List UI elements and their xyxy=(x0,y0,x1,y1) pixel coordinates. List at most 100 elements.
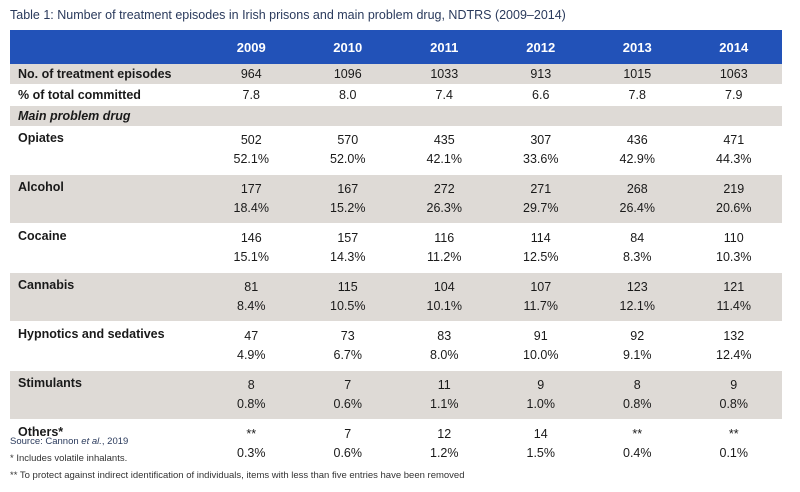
episode-count: 146 xyxy=(240,231,262,245)
table-cell: ** 0.1% xyxy=(685,419,782,469)
episode-percent: 0.8% xyxy=(623,397,652,411)
table-caption: Table 1: Number of treatment episodes in… xyxy=(10,8,566,22)
episode-percent: 0.8% xyxy=(719,397,749,411)
table-cell: 272 26.3% xyxy=(396,174,493,224)
header-year-2012: 2012 xyxy=(492,30,589,64)
table-cell: 91 10.0% xyxy=(492,321,589,371)
episode-percent: 8.4% xyxy=(237,299,266,313)
episode-percent: 0.6% xyxy=(333,397,363,411)
table-cell: 6.6 xyxy=(492,84,589,106)
episode-percent: 4.9% xyxy=(237,348,266,362)
table-cell: 146 15.1% xyxy=(203,223,300,273)
table-cell: 115 10.5% xyxy=(299,272,396,322)
episode-percent: 0.8% xyxy=(237,397,266,411)
header-year-2010: 2010 xyxy=(299,30,396,64)
source-note: Source: Cannon et al., 2019 xyxy=(10,436,129,447)
episode-count: 92 xyxy=(630,329,645,343)
table-cell: 12 1.2% xyxy=(396,419,493,469)
table-cell: 84 8.3% xyxy=(589,223,686,273)
episode-count: 7 xyxy=(344,427,352,441)
episode-count: 116 xyxy=(434,231,455,245)
treatment-episodes-table: 2009 2010 2011 2012 2013 2014 No. of tre… xyxy=(10,30,782,469)
episode-count: 471 xyxy=(723,133,745,147)
table-cell: 83 8.0% xyxy=(396,321,493,371)
table-header-row: 2009 2010 2011 2012 2013 2014 xyxy=(10,30,782,64)
episode-percent: 15.1% xyxy=(233,250,269,264)
table-cell: 436 42.9% xyxy=(589,126,686,175)
episode-count: 83 xyxy=(437,329,452,343)
episode-count: 110 xyxy=(723,231,744,245)
footnote-double-asterisk: ** To protect against indirect identific… xyxy=(10,470,465,481)
episode-count: 157 xyxy=(337,231,359,245)
table-cell: 47 4.9% xyxy=(203,321,300,371)
episode-percent: 52.1% xyxy=(233,152,269,166)
table-cell: 7.4 xyxy=(396,84,493,106)
table-cell: 9 1.0% xyxy=(492,370,589,420)
episode-count: 7 xyxy=(344,378,352,392)
episode-percent: 11.2% xyxy=(426,250,462,264)
table-cell: 219 20.6% xyxy=(685,174,782,224)
episode-percent: 15.2% xyxy=(330,201,366,215)
episode-count: 121 xyxy=(723,280,745,294)
footnote-single-asterisk: * Includes volatile inhalants. xyxy=(10,453,128,464)
drug-label: Hypnotics and sedatives xyxy=(10,321,203,371)
table-cell: 307 33.6% xyxy=(492,126,589,175)
episode-count: 73 xyxy=(340,329,355,343)
episode-percent: 42.9% xyxy=(619,152,655,166)
table-cell: 964 xyxy=(203,64,300,85)
episode-count: 9 xyxy=(537,378,545,392)
episode-percent: 18.4% xyxy=(233,201,269,215)
episode-count: 14 xyxy=(533,427,548,441)
table-cell: 8 0.8% xyxy=(589,370,686,420)
table-cell: 8.0 xyxy=(299,84,396,106)
episode-count: 123 xyxy=(626,280,648,294)
table-cell: 502 52.1% xyxy=(203,126,300,175)
drug-label: Cannabis xyxy=(10,272,203,322)
table-cell: 9 0.8% xyxy=(685,370,782,420)
episode-count: ** xyxy=(246,427,257,441)
drug-row: Stimulants 8 0.8% 7 0.6% 11 1.1% 9 1.0% 8 0.8% 9 0.8… xyxy=(10,370,782,420)
episode-count: 436 xyxy=(626,133,648,147)
drug-row: Cannabis 81 8.4% 115 10.5% 104 10.1% 107 11.7% 12… xyxy=(10,272,782,322)
episode-percent: 33.6% xyxy=(523,152,559,166)
table-cell: 116 11.2% xyxy=(396,223,493,273)
episode-count: 435 xyxy=(433,133,455,147)
episode-count: ** xyxy=(728,427,739,441)
table-cell: 81 8.4% xyxy=(203,272,300,322)
drug-row: Cocaine 146 15.1% 157 14.3% 116 11.2% 114 12.5% 8… xyxy=(10,223,782,273)
episode-percent: 20.6% xyxy=(716,201,752,215)
episode-percent: 12.4% xyxy=(716,348,752,362)
table-cell: 11 1.1% xyxy=(396,370,493,420)
episode-count: 272 xyxy=(433,182,455,196)
table-cell: 114 12.5% xyxy=(492,223,589,273)
episode-percent: 11.7% xyxy=(523,299,558,313)
drug-label: Stimulants xyxy=(10,370,203,420)
summary-row: % of total committed 7.8 8.0 7.4 6.6 7.8 7.9 xyxy=(10,84,782,106)
drug-label: Cocaine xyxy=(10,223,203,273)
summary-row: No. of treatment episodes 964 1096 1033 913 1… xyxy=(10,64,782,85)
episode-percent: 42.1% xyxy=(426,152,462,166)
episode-count: 177 xyxy=(240,182,262,196)
table-cell: 435 42.1% xyxy=(396,126,493,175)
table-cell: 104 10.1% xyxy=(396,272,493,322)
table-cell: 110 10.3% xyxy=(685,223,782,273)
episode-percent: 1.1% xyxy=(430,397,459,411)
table-cell: 177 18.4% xyxy=(203,174,300,224)
table-cell: 913 xyxy=(492,64,589,85)
episode-count: 47 xyxy=(244,329,259,343)
table-cell: 7.8 xyxy=(203,84,300,106)
table-cell: 73 6.7% xyxy=(299,321,396,371)
episode-count: 307 xyxy=(530,133,552,147)
table-cell: 1096 xyxy=(299,64,396,85)
table-cell: 1033 xyxy=(396,64,493,85)
table-cell: 7 0.6% xyxy=(299,419,396,469)
episode-percent: 0.1% xyxy=(719,446,749,460)
table-cell: ** 0.4% xyxy=(589,419,686,469)
drug-row: Hypnotics and sedatives 47 4.9% 73 6.7% 83 8.0… xyxy=(10,321,782,371)
drug-row: Alcohol 177 18.4% 167 15.2% 272 26.3% 271 29.7% 2… xyxy=(10,174,782,224)
table-cell: 471 44.3% xyxy=(685,126,782,175)
episode-percent: 0.4% xyxy=(623,446,652,460)
episode-percent: 6.7% xyxy=(333,348,363,362)
episode-percent: 1.5% xyxy=(526,446,556,460)
episode-percent: 26.3% xyxy=(426,201,462,215)
